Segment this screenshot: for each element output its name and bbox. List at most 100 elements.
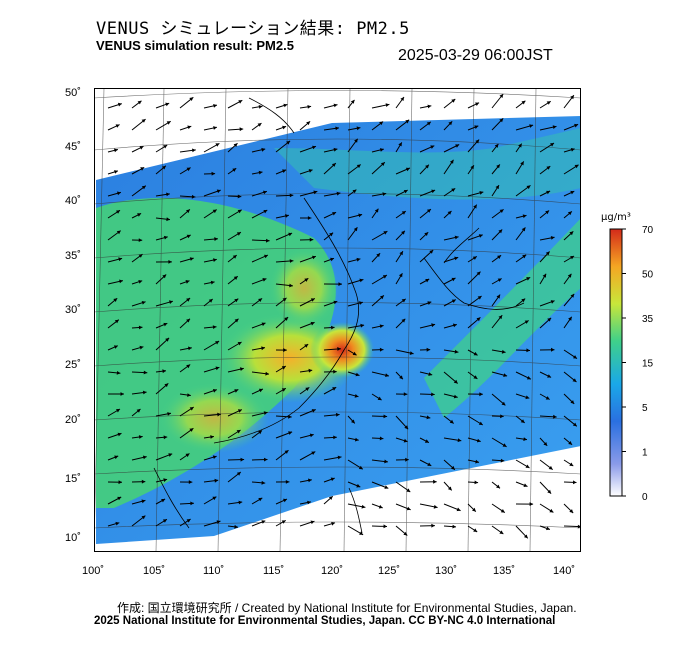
wind-arrowhead [529,124,534,128]
wind-arrowhead [285,480,290,484]
wind-arrowhead [522,214,527,219]
wind-arrowhead [548,465,553,470]
wind-arrowhead [473,204,477,209]
wind-arrowhead [261,346,265,351]
wind-arrowhead [215,341,220,345]
wind-arrowhead [409,351,414,355]
wind-arrowhead [283,103,288,108]
wind-arrowhead [451,188,456,192]
wind-arrowhead [570,400,575,404]
wind-arrowhead [263,190,267,195]
wind-arrowhead [237,342,242,346]
wind-arrowhead [359,301,363,305]
wind-arrowhead [382,192,387,196]
wind-arrowhead [500,509,505,513]
wind-arrowhead [306,121,311,126]
wind-arrowhead [258,170,263,175]
wind-arrowhead [453,379,458,384]
wind-arrowhead [213,126,217,130]
wind-arrowhead [168,453,173,457]
lat-tick-45: 45˚ [65,141,81,153]
wind-arrowhead [496,294,501,299]
pm25-map[interactable] [93,87,582,553]
wind-arrowhead [573,480,577,485]
wind-arrowhead [383,524,387,529]
wind-arrowhead [282,125,287,130]
wind-arrowhead [236,232,241,236]
colorbar-gradient [609,228,623,497]
wind-arrowhead [476,317,481,322]
wind-arrowhead [477,296,482,300]
wind-arrowhead [545,251,550,256]
wind-arrowhead [384,459,388,464]
wind-arrowhead [307,500,311,505]
wind-arrowhead [452,524,456,529]
wind-arrowhead [120,392,124,396]
colorbar-tick-label: 35 [642,314,654,325]
lon-tick-130: 130˚ [435,565,458,577]
wind-arrowhead [426,415,431,420]
wind-arrowhead [210,435,214,439]
wind-arrowhead [263,411,268,415]
wind-arrowhead [309,237,314,242]
wind-arrowhead [499,209,504,213]
wind-arrowhead [288,431,293,435]
hotspot-taiwan-coast [310,322,374,378]
wind-arrowhead [521,227,526,232]
wind-arrowhead [500,414,504,419]
colorbar-tick-label: 50 [642,270,654,281]
wind-arrowhead [186,519,191,523]
wind-arrowhead [521,100,526,105]
wind-arrowhead [117,496,122,501]
wind-arrowhead [337,455,342,460]
wind-arrowhead [454,256,459,261]
wind-arrowhead [212,209,217,214]
wind-arrowhead [239,127,244,132]
wind-arrowhead [570,293,575,298]
wind-arrowhead [474,480,479,485]
wind-arrowhead [453,394,458,399]
wind-arrowhead [496,164,500,169]
wind-arrowhead [310,298,315,302]
wind-arrowhead [311,409,316,413]
wind-arrowhead [212,455,217,459]
wind-arrowhead [359,278,364,283]
wind-arrowhead [356,126,361,131]
wind-arrowhead [138,254,143,258]
wind-arrowhead [405,119,410,124]
wind-arrowhead [577,524,582,529]
wind-arrowhead [523,534,528,539]
wind-arrowhead [308,169,313,173]
wind-arrowhead [137,213,142,217]
wind-arrowhead [398,142,402,147]
wind-arrowhead [452,323,457,328]
wind-arrowhead [350,99,355,104]
wind-arrowhead [331,325,335,330]
wind-arrowhead [117,432,122,437]
wind-arrowhead [431,323,436,328]
wind-arrowhead [449,159,454,164]
wind-arrowhead [333,300,338,305]
wind-arrowhead [425,164,429,169]
wind-arrowhead [189,407,194,411]
wind-arrowhead [258,388,263,393]
wind-arrowhead [136,409,141,413]
wind-arrowhead [310,321,315,326]
wind-arrowhead [237,209,242,214]
wind-arrowhead [379,121,384,126]
wind-arrowhead [186,234,191,239]
wind-arrowhead [406,488,411,492]
colorbar-tick-label: 15 [642,359,654,370]
wind-arrowhead [265,371,269,376]
wind-arrowhead [337,347,341,351]
wind-arrowhead [525,464,530,468]
wind-arrowhead [526,348,530,353]
wind-arrowhead [186,167,191,172]
wind-arrowhead [336,191,341,196]
wind-arrowhead [333,435,337,440]
wind-arrowhead [258,497,263,502]
wind-arrowhead [473,375,478,379]
wind-arrowhead [520,161,524,166]
wind-arrowhead [552,125,557,129]
wind-arrowhead [308,478,312,483]
